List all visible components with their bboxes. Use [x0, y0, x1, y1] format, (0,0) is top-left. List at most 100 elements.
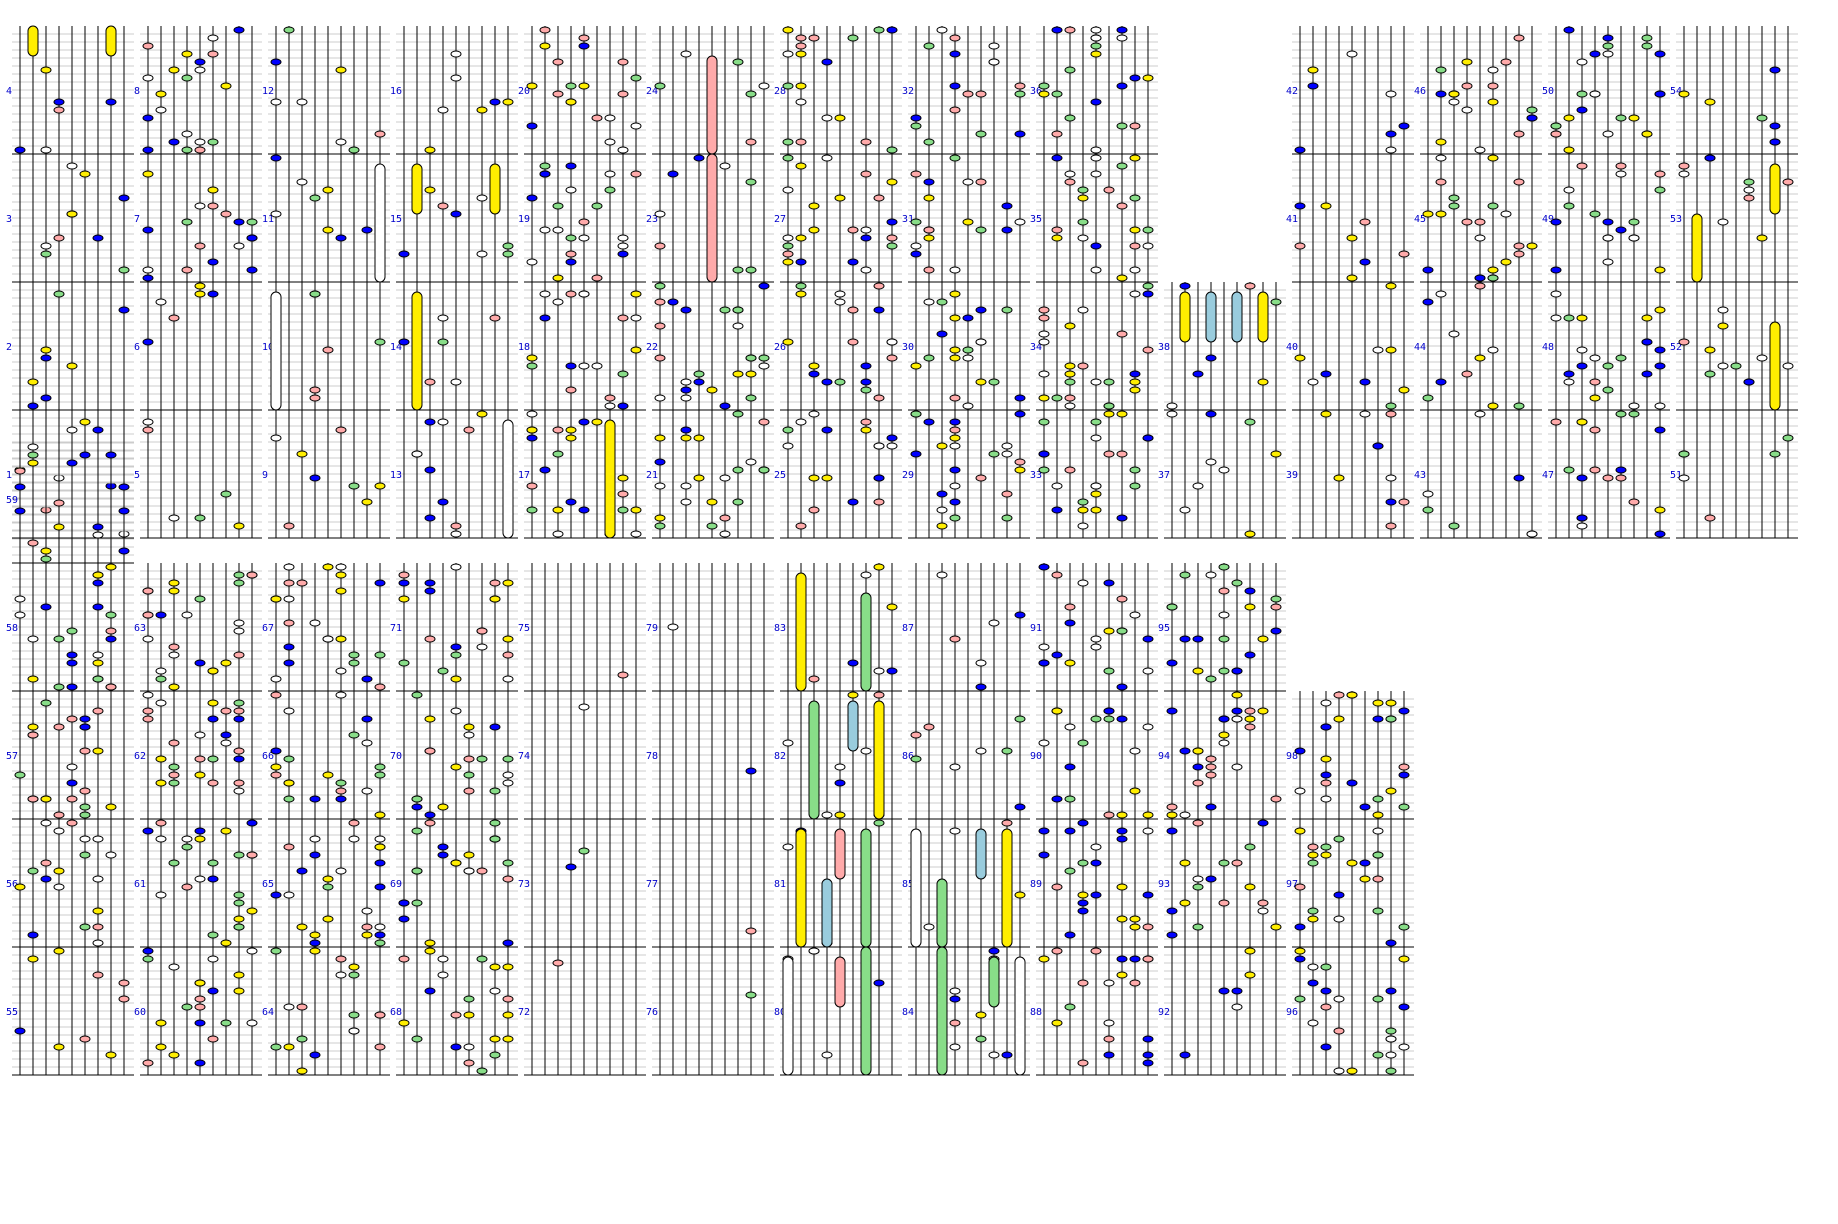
note-icon: [142, 635, 154, 643]
note-icon: [758, 466, 770, 474]
note-icon: [565, 98, 577, 106]
note-icon: [1461, 82, 1473, 90]
note-icon: [1064, 931, 1076, 939]
measure-label: 65: [262, 879, 274, 890]
note-icon: [1385, 939, 1397, 947]
note-icon: [1398, 923, 1410, 931]
note-icon: [565, 82, 577, 90]
note-icon: [424, 635, 436, 643]
note-icon: [168, 514, 180, 522]
note-icon: [322, 915, 334, 923]
note-icon: [949, 314, 961, 322]
note-icon: [437, 314, 449, 322]
note-icon: [782, 154, 794, 162]
note-icon: [194, 282, 206, 290]
measure-label: 62: [134, 751, 146, 762]
note-icon: [1487, 274, 1499, 282]
note-icon: [14, 507, 26, 515]
note-icon: [1320, 987, 1332, 995]
note-icon: [591, 274, 603, 282]
note-icon: [1244, 971, 1256, 979]
note-icon: [1372, 346, 1384, 354]
note-icon: [604, 138, 616, 146]
note-icon: [910, 362, 922, 370]
note-icon: [1051, 707, 1063, 715]
note-icon: [1307, 979, 1319, 987]
note-icon: [1218, 731, 1230, 739]
note-icon: [1615, 170, 1627, 178]
note-icon: [1294, 202, 1306, 210]
hold-note-icon: [782, 956, 794, 1076]
note-icon: [1205, 755, 1217, 763]
note-icon: [450, 763, 462, 771]
note-icon: [220, 739, 232, 747]
note-icon: [1487, 98, 1499, 106]
measure-label: 37: [1158, 470, 1170, 481]
note-icon: [374, 579, 386, 587]
measure-label: 53: [1670, 214, 1682, 225]
note-icon: [680, 306, 692, 314]
note-icon: [1563, 26, 1575, 34]
note-icon: [795, 162, 807, 170]
note-icon: [502, 1011, 514, 1019]
note-icon: [27, 443, 39, 451]
note-icon: [949, 827, 961, 835]
note-icon: [118, 483, 130, 491]
note-icon: [578, 362, 590, 370]
note-icon: [565, 234, 577, 242]
note-icon: [246, 571, 258, 579]
note-icon: [181, 266, 193, 274]
note-icon: [732, 58, 744, 66]
note-icon: [1654, 186, 1666, 194]
note-icon: [1231, 579, 1243, 587]
note-icon: [1372, 811, 1384, 819]
note-icon: [424, 378, 436, 386]
note-icon: [1014, 90, 1026, 98]
note-icon: [617, 314, 629, 322]
note-icon: [476, 755, 488, 763]
note-icon: [92, 234, 104, 242]
note-icon: [1179, 506, 1191, 514]
measure-label: 22: [646, 342, 658, 353]
note-icon: [283, 643, 295, 651]
note-icon: [988, 58, 1000, 66]
note-icon: [168, 779, 180, 787]
note-icon: [949, 82, 961, 90]
note-icon: [1192, 482, 1204, 490]
note-icon: [1192, 779, 1204, 787]
note-icon: [270, 434, 282, 442]
note-icon: [630, 290, 642, 298]
note-icon: [1166, 803, 1178, 811]
note-icon: [1294, 747, 1306, 755]
note-icon: [1435, 66, 1447, 74]
note-icon: [155, 891, 167, 899]
note-icon: [270, 763, 282, 771]
note-icon: [1205, 354, 1217, 362]
note-icon: [962, 402, 974, 410]
note-icon: [53, 883, 65, 891]
note-icon: [335, 691, 347, 699]
note-icon: [92, 571, 104, 579]
note-icon: [1038, 370, 1050, 378]
note-icon: [283, 26, 295, 34]
note-icon: [489, 787, 501, 795]
note-icon: [450, 651, 462, 659]
measure-label: 68: [390, 1007, 402, 1018]
note-icon: [450, 378, 462, 386]
note-icon: [1051, 506, 1063, 514]
note-icon: [502, 963, 514, 971]
note-icon: [975, 178, 987, 186]
note-icon: [79, 451, 91, 459]
note-icon: [949, 514, 961, 522]
note-icon: [424, 939, 436, 947]
note-icon: [886, 234, 898, 242]
note-icon: [335, 955, 347, 963]
note-icon: [1014, 82, 1026, 90]
note-icon: [105, 451, 117, 459]
note-icon: [923, 354, 935, 362]
note-icon: [782, 26, 794, 34]
note-icon: [194, 514, 206, 522]
note-icon: [526, 410, 538, 418]
note-icon: [1372, 995, 1384, 1003]
note-icon: [374, 883, 386, 891]
